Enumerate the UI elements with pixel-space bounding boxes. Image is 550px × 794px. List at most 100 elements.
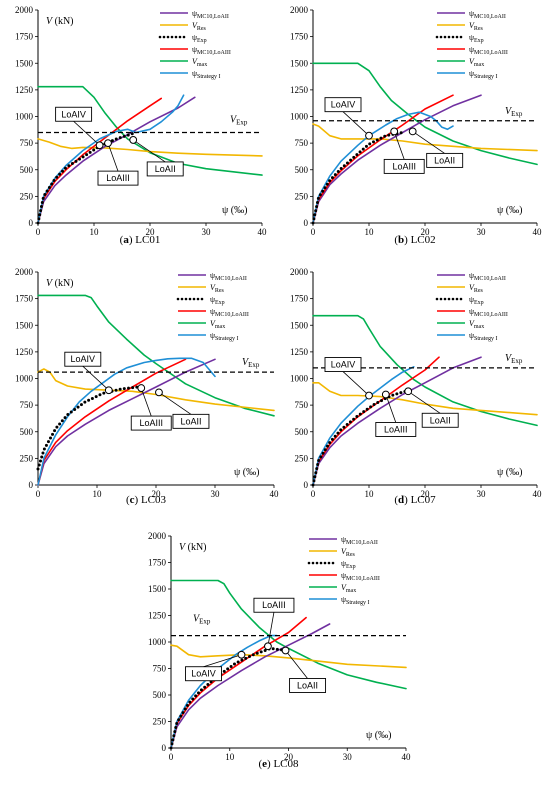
x-tick-label: 10 [93,489,103,499]
marker-loaii [404,387,413,396]
callout-label-loaii: LoAII [155,164,176,174]
caption: (d) LC07 [394,494,436,506]
series-mc10-loaiii [312,356,440,486]
v-exp-label: VExp [242,357,260,369]
callout-leader [407,390,441,414]
callout-label-loaii: LoAII [297,680,318,690]
callout-leader [385,394,397,423]
legend-label-mc10-loaii: ψMC10,LoAII [469,9,506,20]
x-tick-label: 10 [90,227,100,237]
legend-label-strategy1: ψStrategy I [341,595,370,606]
callout-box [97,170,139,186]
series-exp [36,385,140,471]
legend-label-mc10-loaii: ψMC10,LoAII [210,271,247,282]
x-tick-label: 0 [36,227,41,237]
series-mc10-loaii [170,623,331,749]
x-tick-label: 0 [36,489,41,499]
x-tick-label: 30 [211,489,221,499]
series-mc10-loaiii [37,358,187,486]
y-tick-label: 1750 [15,294,34,304]
x-tick-label: 40 [533,489,543,499]
callout-leader [140,387,152,417]
chart-lc03: 0 250 500 750 1000 1250 1500 1750 2000 0 10 20 30 40 V… [15,267,279,506]
legend-label-exp: ψExp [341,559,356,570]
x-tick-label: 40 [533,227,543,237]
y-tick-label: 2000 [290,5,309,15]
y-tick-label: 1250 [290,85,309,95]
callout-label-loaiii: LoAIII [384,424,408,434]
legend-label-strategy1: ψStrategy I [469,331,498,342]
x-axis-label: ψ (‰) [222,205,247,216]
y-tick-label: 1250 [290,347,309,357]
caption: (c) LC03 [126,494,167,506]
series-mc10-loaii [312,356,482,486]
legend-label-mc10-loaii: ψMC10,LoAII [469,271,506,282]
callout-label-loaiii: LoAIII [139,418,163,428]
x-tick-label: 30 [477,227,487,237]
y-tick-label: 500 [295,427,309,437]
y-tick-label: 1000 [15,112,34,122]
callout-label-loaiii: LoAIII [262,600,286,610]
legend-label-mc10-loaii: ψMC10,LoAII [341,535,378,546]
y-tick-label: 500 [20,427,34,437]
y-tick-label: 1750 [290,32,309,42]
y-tick-label: 750 [295,138,309,148]
callout-label-loaiv: LoAIV [331,100,356,110]
callout-box [289,678,327,693]
callout-label-loaii: LoAII [434,155,455,165]
callout-leader [203,654,242,668]
x-tick-label: 40 [402,752,412,762]
x-axis-label: ψ (‰) [497,205,522,216]
legend-label-strategy1: ψStrategy I [192,69,221,80]
legend-label-mc10-loaiii: ψMC10,LoAIII [341,571,380,582]
callout-label-loaiii: LoAIII [392,161,416,171]
x-tick-label: 0 [169,752,174,762]
callout-box [146,161,184,177]
series-strategy1 [312,111,454,224]
y-tick-label: 750 [153,664,167,674]
callout-label-loaiii: LoAIII [106,173,130,183]
legend-label-v-res: VRes [469,21,484,32]
callout-leader [267,612,275,647]
series-mc10-loaii [37,96,196,224]
v-exp-label: VExp [505,353,523,365]
marker-loaiii [104,139,112,148]
chart-lc01: 0 250 500 750 1000 1250 1500 1750 2000 0 10 20 30 40 V… [15,5,267,246]
y-tick-label: 0 [304,218,309,228]
callout-leader [132,139,166,163]
marker-loaii [129,136,138,144]
callout-leader [342,371,370,396]
x-tick-label: 0 [311,489,316,499]
x-tick-label: 20 [146,227,156,237]
legend-label-strategy1: ψStrategy I [469,69,498,80]
chart-lc08: 0 250 500 750 1000 1250 1500 1750 2000 0 10 20 30 40 V… [148,531,411,770]
callout-label-loaiv: LoAIV [61,109,86,119]
y-tick-label: 1500 [15,58,34,68]
series-v-res [37,368,275,412]
x-axis-label: ψ (‰) [234,467,259,478]
caption: (e) LC08 [258,758,299,770]
callout-leader [342,111,370,136]
legend-label-exp: ψExp [469,33,484,44]
series-v-max [37,294,275,417]
series-exp [311,131,405,225]
marker-loaiv [237,650,246,659]
legend-label-mc10-loaiii: ψMC10,LoAIII [210,307,249,318]
callout-label-loaiv: LoAIV [331,360,356,370]
y-tick-label: 750 [20,138,34,148]
v-exp-label: VExp [505,106,523,118]
y-tick-label: 750 [20,400,34,410]
series-mc10-loaiii [312,94,454,224]
legend-label-mc10-loaii: ψMC10,LoAII [192,9,229,20]
callout-label-loaiv: LoAIV [191,669,216,679]
callout-box [130,415,172,431]
callout-leader [107,142,119,172]
y-tick-label: 1000 [148,637,167,647]
callout-box [421,412,459,428]
y-tick-label: 2000 [15,5,34,15]
x-axis-label: ψ (‰) [366,730,391,741]
series-strategy1 [37,357,216,486]
chart-lc07: 0 250 500 750 1000 1250 1500 1750 2000 0 10 20 30 40 ψ… [290,267,542,506]
series-strategy1 [312,366,415,486]
y-tick-label: 0 [304,480,309,490]
